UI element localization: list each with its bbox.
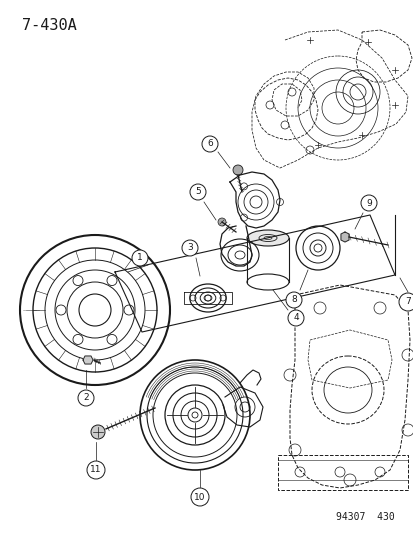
Text: 94307  430: 94307 430: [335, 512, 394, 522]
Circle shape: [132, 250, 147, 266]
Text: 10: 10: [194, 492, 205, 502]
Text: 3: 3: [187, 244, 192, 253]
Circle shape: [218, 218, 225, 226]
Text: 7: 7: [404, 297, 410, 306]
Text: 5: 5: [195, 188, 200, 197]
Text: 6: 6: [206, 140, 212, 149]
Circle shape: [87, 461, 105, 479]
Text: 7-430A: 7-430A: [22, 18, 76, 33]
Circle shape: [91, 425, 105, 439]
Circle shape: [182, 240, 197, 256]
Text: 8: 8: [290, 295, 296, 304]
Circle shape: [360, 195, 376, 211]
Text: 2: 2: [83, 393, 89, 402]
Circle shape: [190, 184, 206, 200]
Circle shape: [78, 390, 94, 406]
Text: 9: 9: [365, 198, 371, 207]
Circle shape: [287, 310, 303, 326]
Circle shape: [233, 165, 242, 175]
Circle shape: [202, 136, 218, 152]
Polygon shape: [83, 356, 93, 364]
Polygon shape: [340, 232, 348, 242]
Circle shape: [398, 293, 413, 311]
Text: 1: 1: [137, 254, 142, 262]
Circle shape: [190, 488, 209, 506]
Ellipse shape: [247, 230, 288, 246]
Text: 11: 11: [90, 465, 102, 474]
Circle shape: [285, 292, 301, 308]
Text: 4: 4: [292, 313, 298, 322]
